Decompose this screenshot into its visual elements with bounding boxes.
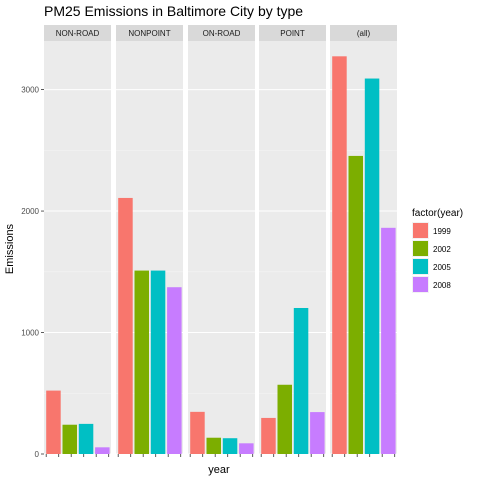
y-tick-label: 1000: [21, 329, 39, 338]
legend-label: 2008: [433, 281, 451, 290]
legend-swatch: [413, 223, 428, 238]
facet-strip: [116, 25, 183, 41]
bar: [78, 423, 94, 454]
legend-title: factor(year): [412, 208, 463, 219]
bar: [150, 270, 166, 454]
legend-swatch: [413, 241, 428, 256]
bar: [364, 78, 380, 454]
bar: [277, 384, 292, 454]
panel-background: [188, 41, 255, 454]
bar: [118, 197, 133, 454]
facet-strip: [330, 25, 397, 41]
facet-panel: POINT: [259, 25, 326, 457]
bar: [206, 437, 221, 454]
bar: [348, 155, 363, 454]
legend-swatch: [413, 259, 428, 274]
legend-label: 1999: [433, 227, 451, 236]
facet-strip-label: POINT: [280, 29, 305, 38]
bar: [167, 287, 182, 454]
y-tick-label: 0: [35, 450, 40, 459]
x-axis-title: year: [208, 464, 230, 476]
facet-strip-label: NONPOINT: [128, 29, 170, 38]
y-tick-label: 3000: [21, 86, 39, 95]
facet-strip: [188, 25, 255, 41]
bar: [95, 447, 110, 454]
legend-label: 2005: [433, 263, 451, 272]
legend: factor(year) 1999 2002 2005 2008: [412, 208, 463, 293]
facet-strip-label: ON-ROAD: [203, 29, 241, 38]
facet-panel: NON-ROAD: [44, 25, 111, 457]
facet-strip-label: (all): [357, 29, 371, 38]
chart-title: PM25 Emissions in Baltimore City by type: [44, 3, 303, 19]
y-tick-label: 2000: [21, 207, 39, 216]
bar: [62, 424, 77, 454]
facet-strip: [44, 25, 111, 41]
bar: [332, 56, 347, 454]
legend-label: 2002: [433, 245, 451, 254]
bar: [239, 443, 254, 454]
bar: [46, 390, 61, 454]
legend-swatch: [413, 277, 428, 292]
panel-background: [44, 41, 111, 454]
bar: [310, 412, 325, 454]
bar: [381, 227, 396, 454]
facet-strip-label: NON-ROAD: [56, 29, 100, 38]
bar: [222, 438, 238, 454]
bar: [134, 270, 149, 454]
facet-strip: [259, 25, 326, 41]
facet-panel: NONPOINT: [116, 25, 183, 457]
facet-panels: NON-ROAD NONPOINT ON-ROAD POINT (all): [44, 25, 397, 457]
bar: [261, 417, 276, 454]
bar: [293, 307, 309, 454]
bar: [190, 411, 205, 454]
panel-background: [259, 41, 326, 454]
facet-panel: ON-ROAD: [188, 25, 255, 457]
y-axis-title: Emissions: [4, 223, 16, 274]
facet-panel: (all): [330, 25, 397, 457]
y-axis: 0 1000 2000 3000: [21, 86, 44, 459]
